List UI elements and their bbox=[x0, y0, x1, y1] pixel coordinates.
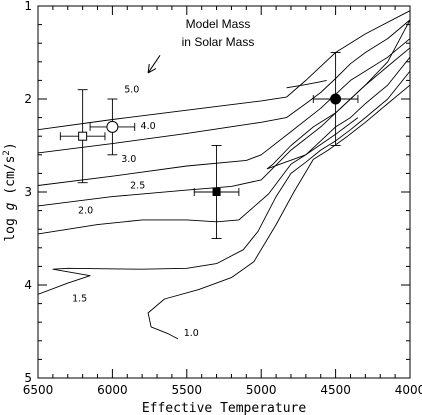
annotation-line-1: Model Mass bbox=[186, 17, 251, 31]
x-tick-label: 6500 bbox=[23, 383, 54, 397]
observation-filled-square bbox=[193, 145, 240, 239]
observations bbox=[59, 52, 359, 239]
track-2.0 bbox=[38, 56, 410, 235]
x-tick-labels: 6500 6000 5500 5000 4500 4000 bbox=[23, 383, 422, 397]
y-tick-label: 2 bbox=[24, 92, 32, 106]
y-axis-label-superscript: 2 bbox=[2, 150, 12, 155]
track-label: 2.0 bbox=[78, 205, 93, 216]
track-4.0 bbox=[38, 19, 410, 170]
track-3.0 bbox=[38, 38, 410, 186]
track-label: 2.5 bbox=[130, 180, 145, 191]
x-tick-label: 5000 bbox=[246, 383, 277, 397]
track-1.0 bbox=[147, 84, 410, 340]
y-tick-label: 4 bbox=[24, 278, 32, 292]
arrow-head bbox=[147, 64, 157, 74]
x-axis-label: Effective Temperature bbox=[142, 401, 307, 415]
model-tracks bbox=[38, 10, 410, 340]
y-tick-label: 3 bbox=[24, 185, 32, 199]
y-axis-label-close: ) bbox=[3, 142, 18, 150]
track-label: 1.0 bbox=[184, 328, 199, 339]
track-label: 3.0 bbox=[121, 154, 136, 165]
y-axis-label-prefix: log bbox=[3, 210, 18, 241]
marker-open-square bbox=[78, 131, 88, 141]
y-axis-label-units: (cm/s bbox=[3, 156, 18, 203]
y-tick-labels: 1 2 3 4 5 bbox=[24, 0, 32, 385]
y-axis-label-variable: g bbox=[3, 202, 18, 210]
annotation-line-2: in Solar Mass bbox=[182, 35, 255, 49]
y-tick-label: 5 bbox=[24, 371, 32, 385]
track-label: 1.5 bbox=[72, 294, 87, 305]
track-label: 5.0 bbox=[124, 84, 139, 95]
track-label: 4.0 bbox=[141, 121, 156, 132]
x-tick-label: 6000 bbox=[97, 383, 128, 397]
marker-filled-circle bbox=[330, 93, 342, 105]
axis-ticks bbox=[37, 5, 411, 379]
x-tick-label: 4500 bbox=[320, 383, 351, 397]
x-tick-label: 4000 bbox=[395, 383, 422, 397]
x-tick-label: 5500 bbox=[172, 383, 203, 397]
y-axis-label: log g (cm/s2) bbox=[2, 142, 18, 241]
track-1.5 bbox=[38, 70, 410, 295]
observation-filled-circle bbox=[312, 52, 359, 146]
arrow-shaft bbox=[147, 55, 161, 74]
track-hook bbox=[286, 79, 327, 89]
track-5.0 bbox=[38, 10, 410, 131]
observation-open-circle bbox=[89, 98, 136, 156]
observation-open-square bbox=[59, 89, 106, 184]
annotation-arrow bbox=[147, 55, 161, 74]
y-tick-label: 1 bbox=[24, 0, 32, 13]
marker-open-circle bbox=[106, 120, 119, 133]
marker-filled-square bbox=[212, 188, 221, 196]
track-2.5 bbox=[38, 47, 410, 207]
